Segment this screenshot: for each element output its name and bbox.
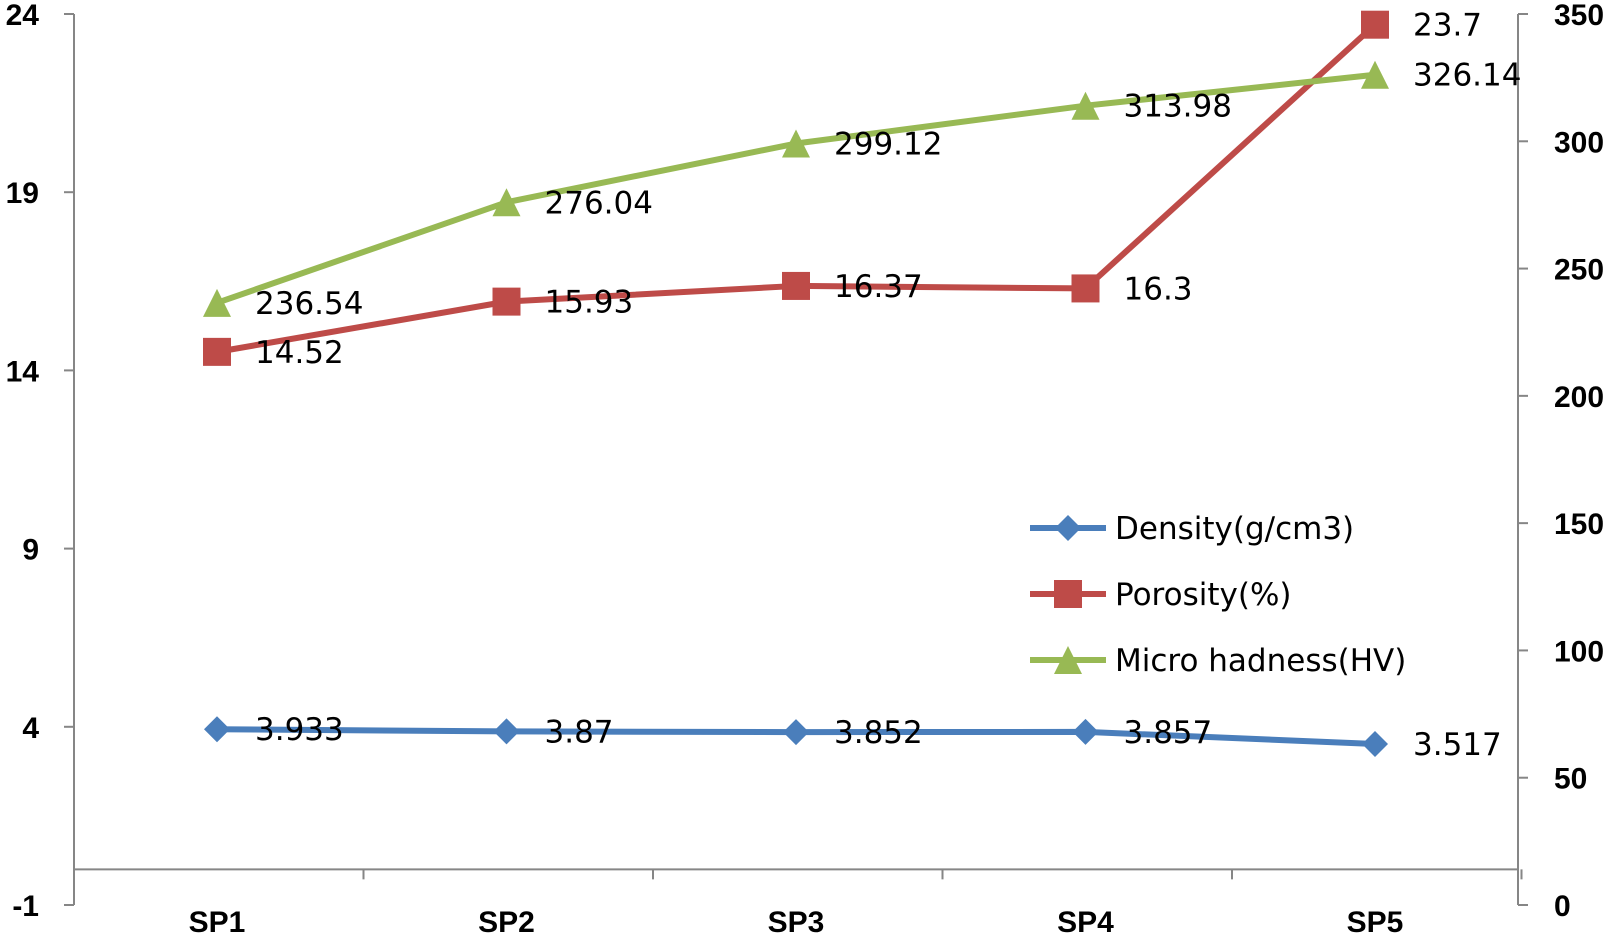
micro-hardness-point — [203, 288, 231, 317]
x-tick-label: SP1 — [189, 906, 246, 936]
data-labels: 3.933 3.87 3.852 3.857 3.517 14.52 15.93 16.37 1… — [255, 8, 1521, 763]
porosity-data-label: 14.52 — [255, 335, 344, 371]
micro-hardness-data-label: 313.98 — [1124, 89, 1232, 125]
x-tick-label: SP3 — [768, 906, 825, 936]
legend: Density(g/cm3) Porosity(%) Micro hadness(H… — [1030, 511, 1406, 679]
left-tick-label: 14 — [6, 355, 40, 388]
right-tick-label: 350 — [1554, 0, 1604, 32]
legend-marker-density — [1055, 515, 1081, 541]
micro-hardness-point — [492, 188, 521, 217]
right-tick-label: 200 — [1554, 381, 1604, 414]
density-point — [783, 719, 809, 746]
left-tick-label: 24 — [6, 0, 40, 32]
right-tick-label: 50 — [1554, 763, 1587, 796]
density-data-label: 3.933 — [255, 712, 344, 748]
density-data-label: 3.852 — [834, 715, 923, 751]
porosity-data-label: 23.7 — [1413, 8, 1482, 44]
legend-label-micro-hardness: Micro hadness(HV) — [1115, 643, 1406, 679]
legend-marker-micro-hardness — [1054, 646, 1082, 674]
density-point — [1072, 718, 1099, 745]
porosity-data-label: 16.37 — [834, 269, 923, 305]
legend-marker-porosity — [1054, 580, 1082, 608]
left-tick-label: 19 — [6, 177, 39, 210]
axes: 24 19 14 9 4 -1 350 300 250 200 150 100 50 0 SP1 SP2 SP3… — [6, 0, 1604, 936]
legend-label-density: Density(g/cm3) — [1115, 511, 1354, 547]
right-tick-label: 0 — [1554, 890, 1571, 923]
right-tick-label: 150 — [1554, 508, 1604, 541]
x-tick-label: SP4 — [1057, 906, 1114, 936]
porosity-point — [1361, 10, 1389, 39]
left-tick-label: 9 — [22, 534, 39, 567]
porosity-point — [203, 337, 231, 366]
density-data-label: 3.87 — [545, 714, 614, 750]
left-tick-label: 4 — [22, 712, 39, 745]
micro-hardness-data-label: 276.04 — [545, 185, 653, 221]
porosity-point — [782, 271, 810, 300]
x-tick-label: SP2 — [478, 906, 535, 936]
right-tick-label: 100 — [1554, 635, 1604, 668]
legend-label-porosity: Porosity(%) — [1115, 577, 1292, 613]
right-tick-label: 250 — [1554, 254, 1604, 287]
porosity-data-label: 16.3 — [1124, 271, 1193, 307]
density-point — [493, 718, 520, 745]
micro-hardness-data-label: 326.14 — [1413, 58, 1521, 94]
micro-hardness-point — [1071, 91, 1100, 120]
porosity-point — [492, 287, 521, 316]
density-data-label: 3.517 — [1413, 727, 1502, 763]
x-tick-label: SP5 — [1347, 906, 1404, 936]
density-data-label: 3.857 — [1124, 715, 1213, 751]
micro-hardness-data-label: 236.54 — [255, 286, 363, 322]
density-point — [1362, 731, 1388, 758]
right-tick-label: 300 — [1554, 126, 1604, 159]
porosity-line — [216, 22, 1378, 355]
series-lines — [203, 10, 1389, 758]
density-point — [204, 716, 230, 743]
porosity-point — [1071, 274, 1100, 303]
micro-hardness-data-label: 299.12 — [834, 127, 942, 163]
porosity-data-label: 15.93 — [545, 285, 634, 321]
left-tick-label: -1 — [12, 890, 39, 923]
micro-hardness-point — [1361, 60, 1389, 89]
micro-hardness-point — [782, 129, 810, 158]
